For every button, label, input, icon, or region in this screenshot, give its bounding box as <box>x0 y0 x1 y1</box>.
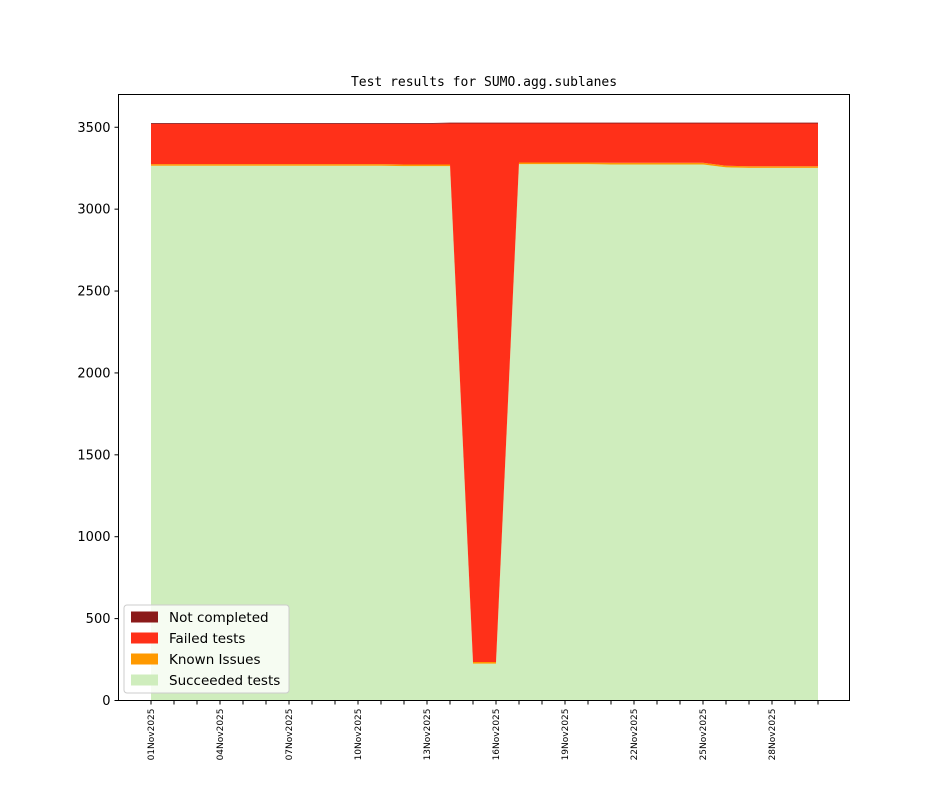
legend: Not completed Failed tests Known Issues Suc… <box>123 604 290 694</box>
y-tick-label: 1000 <box>77 530 110 545</box>
x-tick-label: 13Nov2025 <box>423 709 433 761</box>
x-tick-label: 28Nov2025 <box>768 709 778 761</box>
x-tick-label: 01Nov2025 <box>147 709 157 761</box>
y-tick-label: 3000 <box>77 203 110 218</box>
area-series-0 <box>151 164 818 701</box>
legend-label: Succeeded tests <box>169 673 280 689</box>
y-tick-label: 3500 <box>77 121 110 136</box>
x-tick-label: 04Nov2025 <box>216 709 226 761</box>
stacked-areas <box>151 122 818 701</box>
legend-box <box>123 604 290 694</box>
x-tick-label: 07Nov2025 <box>285 709 295 761</box>
legend-label: Failed tests <box>169 631 245 647</box>
y-tick-label: 2000 <box>77 366 110 381</box>
legend-label: Known Issues <box>169 652 261 668</box>
y-tick-label: 0 <box>102 694 110 709</box>
area-series-3 <box>151 122 818 124</box>
area-series-2 <box>151 123 818 663</box>
legend-swatch <box>131 653 158 665</box>
legend-swatch <box>131 611 158 623</box>
x-tick-label: 19Nov2025 <box>561 709 571 761</box>
x-tick-label: 25Nov2025 <box>699 709 709 761</box>
x-axis: 01Nov2025 04Nov2025 07Nov2025 10Nov2025 13No… <box>147 700 819 761</box>
x-tick-label: 22Nov2025 <box>630 709 640 761</box>
x-tick-label: 10Nov2025 <box>354 709 364 761</box>
y-tick-label: 1500 <box>77 448 110 463</box>
legend-swatch <box>131 632 158 644</box>
y-tick-label: 2500 <box>77 285 110 300</box>
legend-swatch <box>131 674 158 686</box>
x-tick-label: 16Nov2025 <box>492 709 502 761</box>
plot-frame <box>118 94 850 701</box>
y-axis: 0 500 1000 1500 2000 2500 3000 3500 <box>77 121 119 709</box>
chart-title: Test results for SUMO.agg.sublanes <box>351 75 617 90</box>
y-tick-label: 500 <box>86 612 111 627</box>
legend-label: Not completed <box>169 610 269 626</box>
